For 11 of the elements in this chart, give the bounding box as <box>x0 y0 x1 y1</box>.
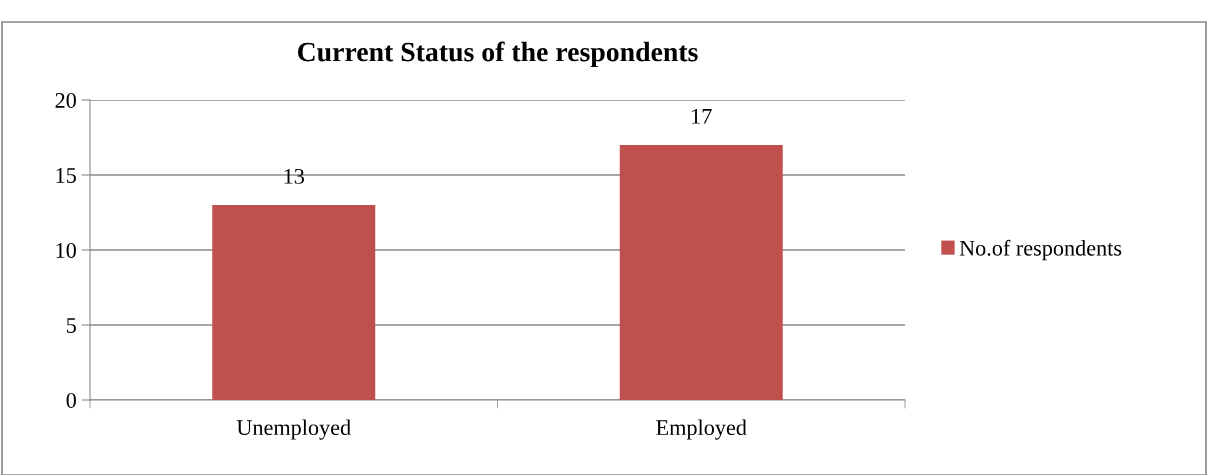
x-tick-label: Unemployed <box>236 419 351 440</box>
y-tick-label: 5 <box>66 318 76 333</box>
legend-label: No.of respondents <box>959 239 1122 261</box>
y-tick-label: 10 <box>56 242 76 258</box>
data-label: 13 <box>284 168 304 184</box>
chart-title: Current Status of the respondents <box>297 41 698 68</box>
x-tick-label: Employed <box>656 419 747 440</box>
y-tick-label: 20 <box>55 92 76 108</box>
data-label: 17 <box>692 108 712 124</box>
y-tick-label: 15 <box>56 168 76 183</box>
y-tick-label: 0 <box>66 392 76 408</box>
